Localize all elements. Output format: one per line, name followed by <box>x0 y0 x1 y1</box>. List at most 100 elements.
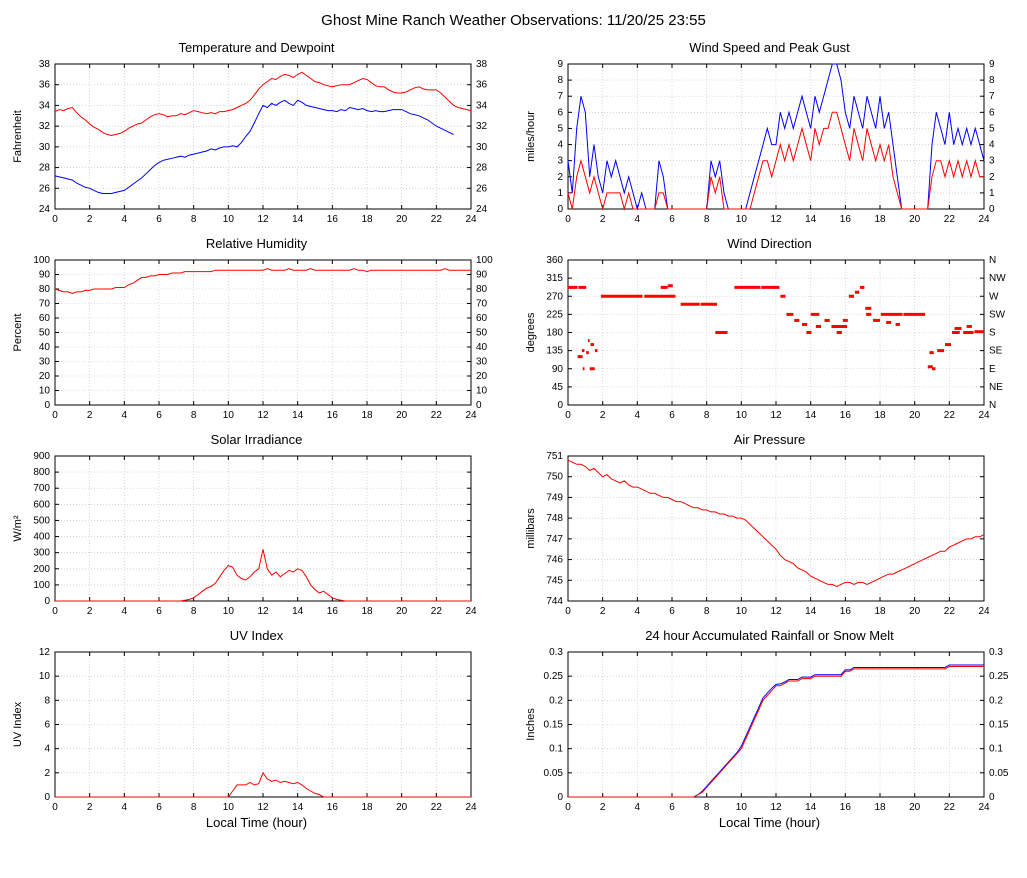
svg-text:50: 50 <box>476 328 488 339</box>
svg-text:100: 100 <box>476 255 493 266</box>
svg-text:6: 6 <box>989 107 995 118</box>
svg-text:744: 744 <box>546 596 563 607</box>
svg-text:0.3: 0.3 <box>549 647 563 658</box>
svg-text:10: 10 <box>222 606 234 617</box>
svg-text:400: 400 <box>33 532 50 543</box>
svg-text:9: 9 <box>557 59 563 70</box>
svg-text:1: 1 <box>557 188 563 199</box>
svg-text:0.15: 0.15 <box>543 720 563 731</box>
svg-text:14: 14 <box>805 802 817 813</box>
svg-text:22: 22 <box>430 802 442 813</box>
svg-text:16: 16 <box>326 606 338 617</box>
svg-text:746: 746 <box>546 555 563 566</box>
svg-text:18: 18 <box>361 214 373 225</box>
svg-text:30: 30 <box>38 142 50 153</box>
svg-text:18: 18 <box>361 606 373 617</box>
svg-text:135: 135 <box>546 346 563 357</box>
svg-text:0: 0 <box>565 214 571 225</box>
svg-text:4: 4 <box>989 140 995 151</box>
svg-text:24: 24 <box>476 204 488 215</box>
svg-text:2: 2 <box>557 172 563 183</box>
svg-text:1: 1 <box>989 188 995 199</box>
svg-text:60: 60 <box>38 313 50 324</box>
svg-text:12: 12 <box>257 214 269 225</box>
chart-cell-wind-direction: Wind Direction 0 2 4 6 8 10 12 14 16 18 20 22 24 0 N 45… <box>513 235 1026 425</box>
svg-text:90: 90 <box>38 270 50 281</box>
svg-text:20: 20 <box>909 410 921 421</box>
svg-text:3: 3 <box>557 156 563 167</box>
svg-text:10: 10 <box>735 214 747 225</box>
chart-title: Solar Irradiance <box>210 432 303 447</box>
svg-text:0: 0 <box>565 802 571 813</box>
svg-text:32: 32 <box>38 121 50 132</box>
svg-text:45: 45 <box>551 382 563 393</box>
svg-text:Fahrenheit: Fahrenheit <box>12 110 24 163</box>
svg-text:2: 2 <box>599 606 605 617</box>
svg-text:90: 90 <box>476 270 488 281</box>
svg-text:14: 14 <box>292 410 304 421</box>
svg-text:30: 30 <box>476 357 488 368</box>
svg-text:0: 0 <box>476 400 482 411</box>
svg-text:700: 700 <box>33 483 50 494</box>
svg-text:6: 6 <box>44 720 50 731</box>
svg-text:6: 6 <box>669 606 675 617</box>
svg-text:12: 12 <box>38 647 50 658</box>
svg-text:3: 3 <box>989 156 995 167</box>
svg-text:0.25: 0.25 <box>989 671 1009 682</box>
chart-cell-temperature: Temperature and Dewpoint 0 2 4 6 8 10 12 14 16 18… <box>0 39 513 229</box>
svg-text:4: 4 <box>634 802 640 813</box>
svg-text:180: 180 <box>546 328 563 339</box>
svg-text:748: 748 <box>546 513 563 524</box>
svg-text:20: 20 <box>396 606 408 617</box>
svg-text:70: 70 <box>476 299 488 310</box>
svg-text:4: 4 <box>557 140 563 151</box>
svg-text:0: 0 <box>52 410 58 421</box>
svg-text:miles/hour: miles/hour <box>525 111 537 162</box>
svg-text:360: 360 <box>546 255 563 266</box>
chart-title: Air Pressure <box>733 432 806 447</box>
svg-text:10: 10 <box>735 606 747 617</box>
chart-title: Wind Speed and Peak Gust <box>689 40 850 55</box>
svg-text:0.1: 0.1 <box>549 744 563 755</box>
svg-text:5: 5 <box>557 123 563 134</box>
svg-text:Percent: Percent <box>12 314 24 352</box>
svg-text:12: 12 <box>770 606 782 617</box>
svg-text:24: 24 <box>978 606 990 617</box>
svg-text:800: 800 <box>33 467 50 478</box>
svg-text:2: 2 <box>86 802 92 813</box>
svg-text:100: 100 <box>33 580 50 591</box>
svg-text:14: 14 <box>805 410 817 421</box>
svg-text:14: 14 <box>292 606 304 617</box>
svg-text:24: 24 <box>465 410 477 421</box>
svg-text:4: 4 <box>121 802 127 813</box>
svg-text:8: 8 <box>190 802 196 813</box>
svg-text:0: 0 <box>52 214 58 225</box>
svg-text:18: 18 <box>361 410 373 421</box>
svg-text:4: 4 <box>634 410 640 421</box>
svg-text:0.05: 0.05 <box>989 768 1009 779</box>
svg-text:24: 24 <box>465 214 477 225</box>
svg-text:745: 745 <box>546 575 563 586</box>
svg-text:0: 0 <box>989 792 995 803</box>
svg-text:0: 0 <box>557 400 563 411</box>
x-axis-label: Local Time (hour) <box>718 815 821 830</box>
svg-text:24: 24 <box>978 802 990 813</box>
svg-text:6: 6 <box>669 214 675 225</box>
chart-cell-humidity: Relative Humidity 0 2 4 6 8 10 12 14 16 18 20 22 24 0… <box>0 235 513 425</box>
svg-text:22: 22 <box>430 410 442 421</box>
svg-text:30: 30 <box>38 357 50 368</box>
svg-text:749: 749 <box>546 492 563 503</box>
svg-text:8: 8 <box>703 606 709 617</box>
svg-text:12: 12 <box>257 802 269 813</box>
svg-text:10: 10 <box>735 410 747 421</box>
svg-text:0.25: 0.25 <box>543 671 563 682</box>
rainfall-snowmelt-chart: 0 2 4 6 8 10 12 14 16 18 20 22 240 00.05 0.050.1 0.10.1… <box>525 647 1009 813</box>
svg-text:38: 38 <box>38 59 50 70</box>
svg-text:38: 38 <box>476 59 488 70</box>
svg-text:0: 0 <box>557 204 563 215</box>
svg-text:300: 300 <box>33 548 50 559</box>
svg-text:8: 8 <box>190 410 196 421</box>
svg-text:22: 22 <box>943 606 955 617</box>
